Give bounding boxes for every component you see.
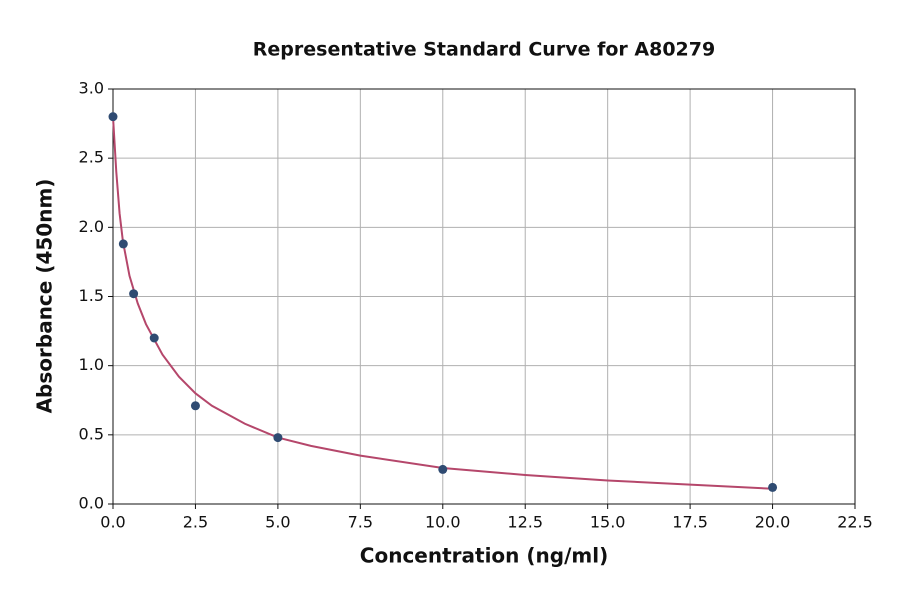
- y-tick-label: 0.5: [79, 424, 104, 443]
- x-tick-label: 12.5: [507, 513, 543, 532]
- data-point: [129, 289, 139, 299]
- x-tick-label: 15.0: [590, 513, 626, 532]
- plot-frame: [112, 88, 856, 505]
- x-tick-label: 0.0: [100, 513, 125, 532]
- data-point: [273, 433, 283, 443]
- x-tick-label: 17.5: [672, 513, 708, 532]
- x-tick-label: 7.5: [348, 513, 373, 532]
- y-tick-label: 1.0: [79, 355, 104, 374]
- x-tick-label: 2.5: [183, 513, 208, 532]
- data-point: [190, 401, 200, 411]
- y-tick-label: 3.0: [79, 79, 104, 98]
- data-point: [118, 239, 128, 249]
- y-tick-label: 0.0: [79, 494, 104, 513]
- data-point: [768, 482, 778, 492]
- x-tick-label: 22.5: [837, 513, 873, 532]
- data-point: [438, 464, 448, 474]
- y-tick-label: 2.0: [79, 217, 104, 236]
- x-tick-label: 5.0: [265, 513, 290, 532]
- y-axis-label: Absorbance (450nm): [33, 179, 57, 414]
- x-tick-label: 10.0: [425, 513, 461, 532]
- x-tick-label: 20.0: [755, 513, 791, 532]
- y-tick-label: 1.5: [79, 286, 104, 305]
- chart-title: Representative Standard Curve for A80279: [253, 39, 715, 61]
- y-tick-label: 2.5: [79, 148, 104, 167]
- data-point: [149, 333, 159, 343]
- x-axis-label: Concentration (ng/ml): [360, 544, 608, 568]
- data-point: [108, 112, 118, 122]
